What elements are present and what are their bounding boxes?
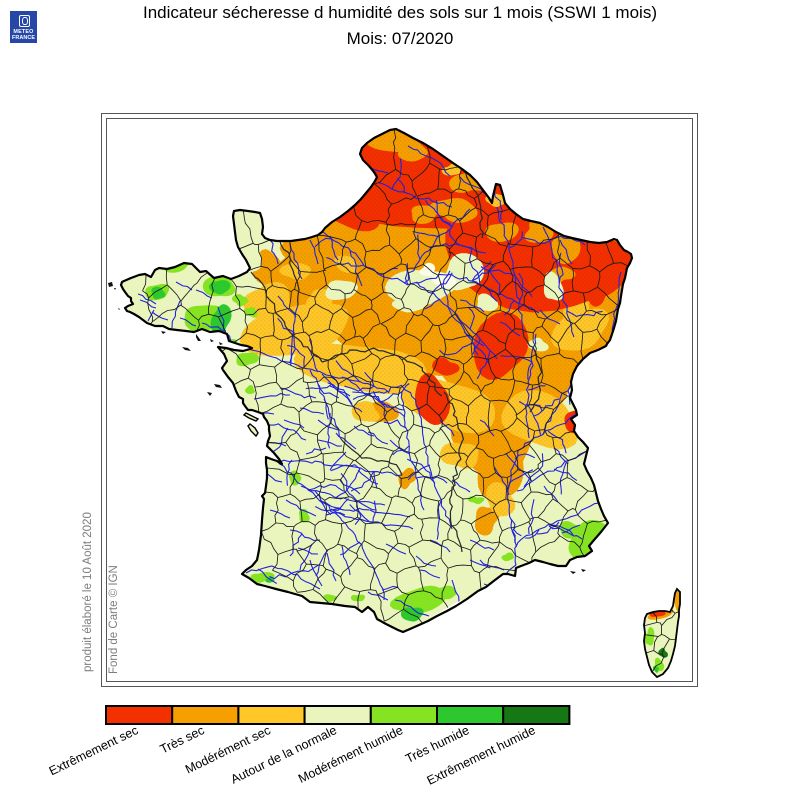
svg-text:Extrêmement humide: Extrêmement humide [425,723,538,788]
svg-text:Très sec: Très sec [158,723,207,756]
svg-text:Extrêmement sec: Extrêmement sec [47,723,141,778]
